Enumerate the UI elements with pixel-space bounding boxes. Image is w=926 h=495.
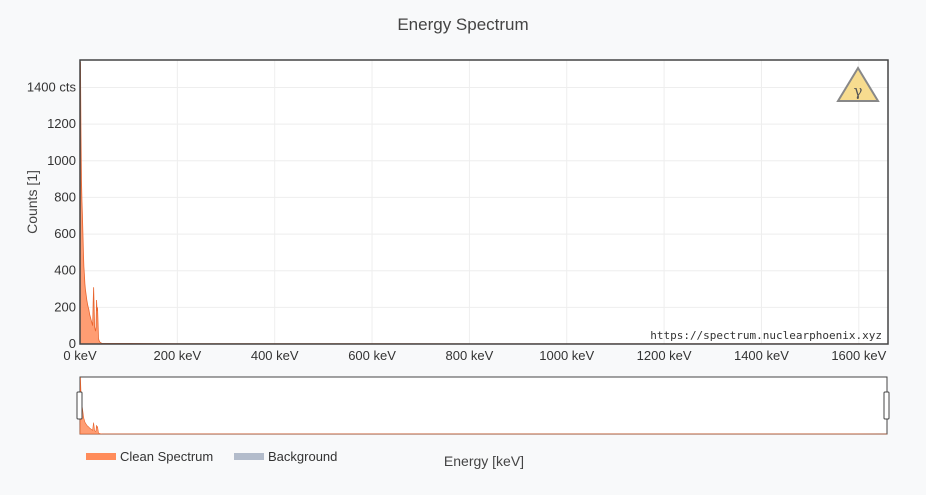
legend-swatch xyxy=(86,453,116,460)
legend: Clean Spectrum Background xyxy=(86,449,337,464)
grid-lines xyxy=(80,60,888,344)
range-slider-right-handle[interactable] xyxy=(883,391,890,420)
x-tick-label: 200 keV xyxy=(153,348,201,363)
watermark-url: https://spectrum.nuclearphoenix.xyz xyxy=(650,329,882,342)
x-tick-label: 800 keV xyxy=(446,348,494,363)
range-preview-area xyxy=(79,377,888,435)
chart-title: Energy Spectrum xyxy=(397,15,528,34)
y-tick-label: 1200 xyxy=(47,116,76,131)
x-tick-label: 1200 keV xyxy=(637,348,692,363)
y-tick-label: 1000 xyxy=(47,153,76,168)
gamma-warning-icon: γ xyxy=(836,66,880,102)
range-slider[interactable] xyxy=(76,376,890,435)
plot-border xyxy=(79,59,889,345)
range-slider-preview xyxy=(79,377,888,435)
legend-label: Background xyxy=(268,449,337,464)
plot-area[interactable] xyxy=(80,60,888,344)
x-tick-label: 400 keV xyxy=(251,348,299,363)
legend-label: Clean Spectrum xyxy=(120,449,213,464)
x-tick-label: 1000 keV xyxy=(539,348,594,363)
range-slider-bg[interactable] xyxy=(79,376,888,435)
legend-item-background[interactable]: Background xyxy=(234,449,337,464)
y-tick-labels: 0 200 400 600 800 1000 1200 1400 cts xyxy=(27,79,77,351)
x-tick-labels: 0 keV 200 keV 400 keV 600 keV 800 keV 1000 ke… xyxy=(63,348,886,363)
svg-text:γ: γ xyxy=(854,82,863,100)
range-slider-left-handle[interactable] xyxy=(76,391,83,420)
y-tick-label: 1400 cts xyxy=(27,79,77,94)
x-tick-label: 1600 keV xyxy=(831,348,886,363)
y-tick-label: 400 xyxy=(54,263,76,278)
x-tick-label: 1400 keV xyxy=(734,348,789,363)
y-tick-label: 600 xyxy=(54,226,76,241)
x-axis-title: Energy [keV] xyxy=(444,453,524,469)
y-tick-label: 800 xyxy=(54,189,76,204)
y-tick-label: 0 xyxy=(69,336,76,351)
y-tick-label: 200 xyxy=(54,299,76,314)
legend-item-clean-spectrum[interactable]: Clean Spectrum xyxy=(86,449,213,464)
x-tick-label: 600 keV xyxy=(348,348,396,363)
x-tick-label: 0 keV xyxy=(63,348,97,363)
legend-swatch xyxy=(234,453,264,460)
y-axis-title: Counts [1] xyxy=(24,170,40,234)
